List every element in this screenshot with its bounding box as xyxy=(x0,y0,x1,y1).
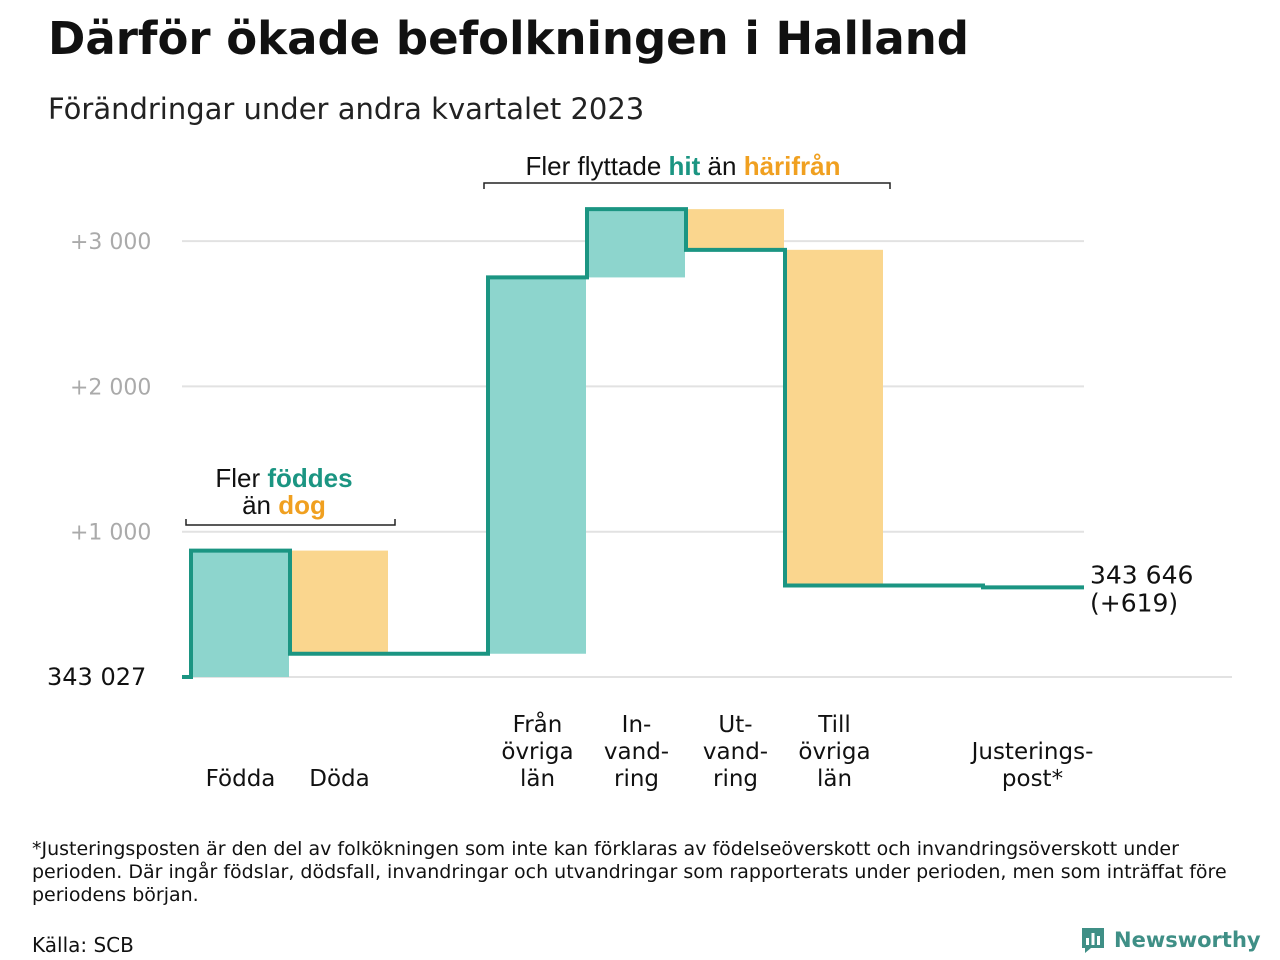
annotation-bracket xyxy=(483,182,891,189)
bar-outflow xyxy=(786,249,883,586)
waterfall-chart: +1 000 +2 000 +3 000 343 027 343 646(+619) Fö… xyxy=(47,151,1232,792)
bar-inflow xyxy=(192,550,289,677)
category-label: Döda xyxy=(309,766,369,792)
category-label: län xyxy=(817,766,852,792)
end-change-label: (+619) xyxy=(1090,588,1178,617)
annotation-migration: Fler flyttade hit än härifrån xyxy=(525,151,840,181)
annotation-plain-text: Fler flyttade xyxy=(525,151,668,181)
category-label: post* xyxy=(1002,766,1063,792)
bar-outflow xyxy=(291,550,388,654)
annotation-bracket xyxy=(185,519,396,526)
annotation-births: Fler föddes xyxy=(215,463,352,493)
category-label: övriga xyxy=(798,739,870,765)
y-tick-label: +3 000 xyxy=(70,230,151,255)
brand-logo: Newsworthy xyxy=(1080,926,1261,954)
bar-outflow xyxy=(687,209,784,250)
y-tick-label: +2 000 xyxy=(70,375,151,400)
annotation-plain-text: än xyxy=(242,490,278,520)
category-label: ring xyxy=(713,766,758,792)
category-label: In- xyxy=(622,712,652,738)
chart-subtitle: Förändringar under andra kvartalet 2023 xyxy=(48,92,645,126)
annotation-inflow-text: hit xyxy=(669,151,701,181)
category-label: Till xyxy=(817,712,851,738)
annotation-plain-text: Fler xyxy=(215,463,267,493)
running-total-line xyxy=(182,207,1084,679)
bars xyxy=(192,209,883,677)
category-label: Ut- xyxy=(718,712,752,738)
y-tick-label: +1 000 xyxy=(70,521,151,546)
footnote: *Justeringsposten är den del av folkökni… xyxy=(32,838,1227,906)
annotation-plain-text: än xyxy=(700,151,743,181)
bar-chart-icon xyxy=(1082,928,1104,953)
category-label: ring xyxy=(614,766,659,792)
chart-title: Därför ökade befolkningen i Halland xyxy=(48,12,969,65)
start-value-label: 343 027 xyxy=(47,663,146,691)
category-label: Födda xyxy=(206,766,276,792)
source-label: Källa: SCB xyxy=(32,933,134,957)
category-label: Från xyxy=(513,710,563,738)
annotation-outflow-text: dog xyxy=(278,490,326,520)
bar-inflow xyxy=(588,209,685,278)
category-label: län xyxy=(520,766,555,792)
category-label: vand- xyxy=(703,739,768,765)
bar-inflow xyxy=(489,277,586,654)
category-label: övriga xyxy=(501,739,573,765)
annotation-outflow-text: härifrån xyxy=(744,151,841,181)
annotation-births: än dog xyxy=(242,490,326,520)
annotation-inflow-text: föddes xyxy=(267,463,352,493)
category-label: Justerings- xyxy=(970,739,1094,765)
end-value-label: 343 646 xyxy=(1090,560,1193,589)
brand-name: Newsworthy xyxy=(1114,928,1261,952)
category-label: vand- xyxy=(604,739,669,765)
